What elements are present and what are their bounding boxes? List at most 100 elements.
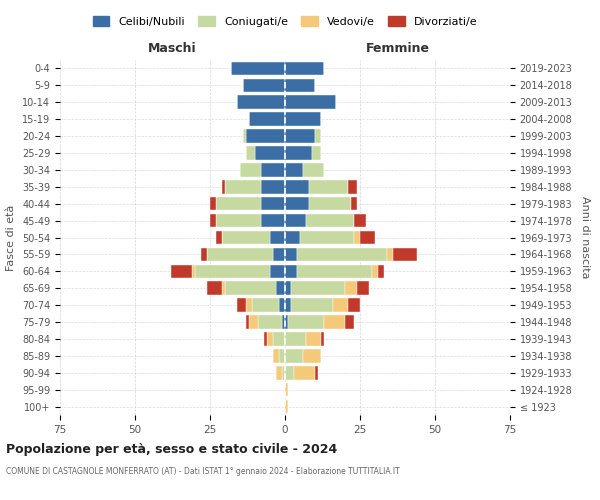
Bar bbox=[261, 180, 285, 194]
Bar bbox=[291, 282, 345, 295]
Bar bbox=[309, 180, 348, 194]
Bar bbox=[285, 349, 303, 362]
Bar bbox=[231, 62, 285, 75]
Bar bbox=[264, 332, 267, 345]
Bar bbox=[321, 332, 324, 345]
Bar bbox=[306, 332, 321, 345]
Bar bbox=[276, 366, 282, 380]
Bar bbox=[273, 248, 285, 261]
Bar bbox=[348, 180, 357, 194]
Bar bbox=[222, 180, 225, 194]
Bar bbox=[273, 332, 285, 345]
Bar bbox=[255, 146, 285, 160]
Bar bbox=[348, 298, 360, 312]
Bar bbox=[261, 214, 285, 228]
Bar bbox=[249, 112, 285, 126]
Bar bbox=[393, 248, 417, 261]
Bar bbox=[345, 316, 354, 329]
Bar bbox=[351, 197, 357, 210]
Text: Maschi: Maschi bbox=[148, 42, 197, 55]
Bar bbox=[216, 230, 222, 244]
Bar bbox=[237, 96, 285, 109]
Bar bbox=[273, 349, 279, 362]
Bar bbox=[279, 298, 285, 312]
Bar bbox=[354, 230, 360, 244]
Bar bbox=[378, 264, 384, 278]
Bar bbox=[282, 316, 285, 329]
Bar bbox=[225, 180, 261, 194]
Bar bbox=[315, 366, 318, 380]
Bar bbox=[285, 146, 312, 160]
Bar bbox=[372, 264, 378, 278]
Bar bbox=[297, 264, 372, 278]
Bar bbox=[285, 383, 288, 396]
Bar bbox=[276, 282, 285, 295]
Bar bbox=[285, 298, 291, 312]
Bar bbox=[270, 230, 285, 244]
Y-axis label: Fasce di età: Fasce di età bbox=[7, 204, 16, 270]
Bar bbox=[279, 349, 285, 362]
Bar bbox=[297, 248, 387, 261]
Bar bbox=[309, 197, 351, 210]
Bar bbox=[270, 264, 285, 278]
Bar bbox=[195, 264, 270, 278]
Bar bbox=[222, 282, 225, 295]
Bar bbox=[243, 78, 285, 92]
Bar bbox=[216, 214, 261, 228]
Bar bbox=[285, 366, 294, 380]
Bar bbox=[315, 130, 321, 143]
Bar bbox=[207, 282, 222, 295]
Bar bbox=[357, 282, 369, 295]
Bar bbox=[246, 130, 285, 143]
Legend: Celibi/Nubili, Coniugati/e, Vedovi/e, Divorziati/e: Celibi/Nubili, Coniugati/e, Vedovi/e, Di… bbox=[93, 16, 477, 26]
Bar bbox=[258, 316, 282, 329]
Bar bbox=[303, 163, 324, 176]
Bar bbox=[306, 214, 354, 228]
Bar bbox=[207, 248, 273, 261]
Bar bbox=[285, 78, 315, 92]
Bar bbox=[210, 214, 216, 228]
Text: Popolazione per età, sesso e stato civile - 2024: Popolazione per età, sesso e stato civil… bbox=[6, 442, 337, 456]
Bar bbox=[387, 248, 393, 261]
Bar bbox=[300, 230, 354, 244]
Bar bbox=[192, 264, 195, 278]
Bar bbox=[285, 230, 300, 244]
Bar bbox=[354, 214, 366, 228]
Bar bbox=[324, 316, 345, 329]
Bar bbox=[225, 282, 276, 295]
Bar bbox=[240, 163, 261, 176]
Y-axis label: Anni di nascita: Anni di nascita bbox=[580, 196, 590, 279]
Bar bbox=[285, 163, 303, 176]
Bar bbox=[216, 197, 261, 210]
Bar bbox=[285, 264, 297, 278]
Bar bbox=[261, 163, 285, 176]
Bar bbox=[246, 146, 255, 160]
Bar bbox=[285, 332, 306, 345]
Bar bbox=[237, 298, 246, 312]
Bar bbox=[285, 400, 288, 413]
Bar bbox=[252, 298, 279, 312]
Bar bbox=[285, 282, 291, 295]
Bar bbox=[246, 316, 249, 329]
Bar bbox=[345, 282, 357, 295]
Bar bbox=[282, 366, 285, 380]
Bar bbox=[285, 316, 288, 329]
Bar bbox=[246, 298, 252, 312]
Bar bbox=[288, 316, 324, 329]
Bar bbox=[294, 366, 315, 380]
Bar bbox=[291, 298, 333, 312]
Bar bbox=[201, 248, 207, 261]
Text: Femmine: Femmine bbox=[365, 42, 430, 55]
Bar bbox=[303, 349, 321, 362]
Bar bbox=[285, 62, 324, 75]
Bar bbox=[285, 248, 297, 261]
Bar bbox=[222, 230, 270, 244]
Bar bbox=[243, 130, 246, 143]
Bar bbox=[285, 180, 309, 194]
Bar bbox=[267, 332, 273, 345]
Bar bbox=[312, 146, 321, 160]
Bar bbox=[333, 298, 348, 312]
Bar bbox=[261, 197, 285, 210]
Bar bbox=[210, 197, 216, 210]
Bar bbox=[285, 130, 315, 143]
